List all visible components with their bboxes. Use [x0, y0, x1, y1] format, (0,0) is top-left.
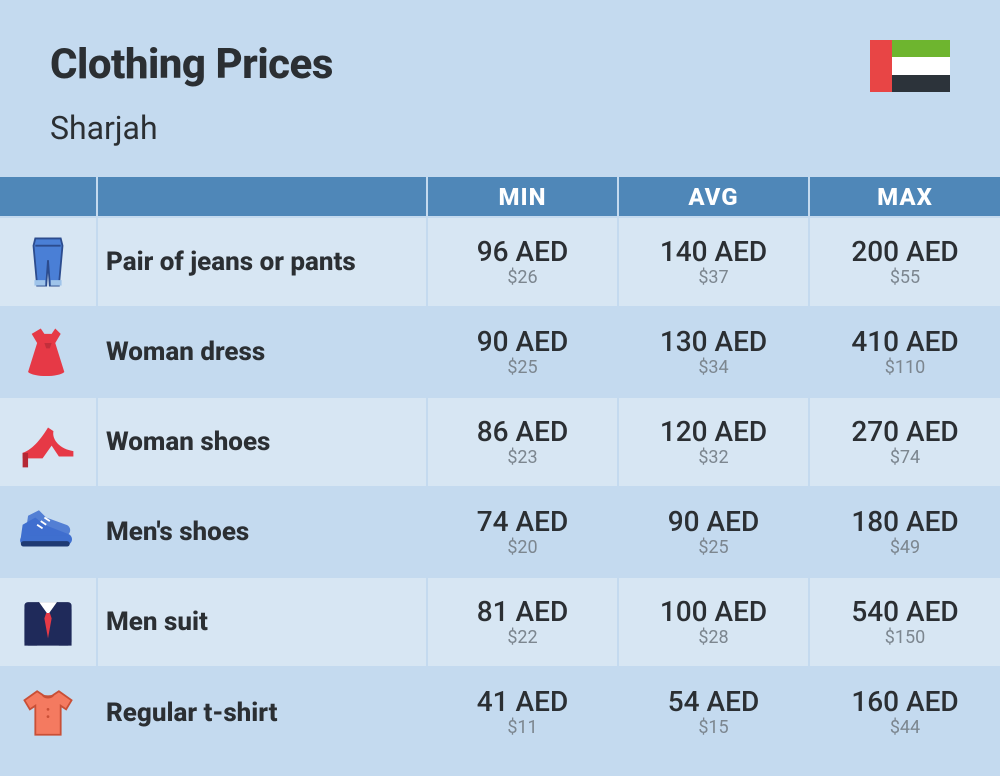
price-cell-min: 86 AED$23: [427, 397, 618, 487]
page-title: Clothing Prices: [50, 40, 333, 89]
row-icon-cell: [0, 307, 97, 397]
price-usd: $23: [428, 448, 617, 469]
price-cell-avg: 54 AED$15: [618, 667, 809, 757]
header-min: MIN: [427, 177, 618, 217]
header-avg: AVG: [618, 177, 809, 217]
price-cell-avg: 130 AED$34: [618, 307, 809, 397]
price-cell-max: 410 AED$110: [809, 307, 1000, 397]
table-row: Pair of jeans or pants96 AED$26140 AED$3…: [0, 217, 1000, 307]
header-titles: Clothing Prices Sharjah: [50, 40, 333, 147]
row-label: Woman shoes: [97, 397, 427, 487]
price-aed: 96 AED: [428, 236, 617, 268]
row-label: Men suit: [97, 577, 427, 667]
header-blank-label: [97, 177, 427, 217]
table-row: Men suit81 AED$22100 AED$28540 AED$150: [0, 577, 1000, 667]
price-usd: $150: [810, 628, 1000, 649]
price-cell-max: 270 AED$74: [809, 397, 1000, 487]
price-aed: 130 AED: [619, 326, 808, 358]
header-max: MAX: [809, 177, 1000, 217]
dress-icon: [19, 323, 77, 381]
price-aed: 90 AED: [428, 326, 617, 358]
price-cell-max: 160 AED$44: [809, 667, 1000, 757]
price-cell-min: 41 AED$11: [427, 667, 618, 757]
jeans-icon: [19, 233, 77, 291]
price-cell-min: 81 AED$22: [427, 577, 618, 667]
price-aed: 120 AED: [619, 416, 808, 448]
price-usd: $44: [810, 718, 1000, 739]
price-usd: $49: [810, 538, 1000, 559]
price-cell-avg: 100 AED$28: [618, 577, 809, 667]
price-cell-min: 74 AED$20: [427, 487, 618, 577]
price-usd: $37: [619, 268, 808, 289]
price-usd: $15: [619, 718, 808, 739]
price-usd: $55: [810, 268, 1000, 289]
tshirt-icon: [19, 684, 77, 742]
uae-flag-icon: [870, 40, 950, 92]
price-aed: 54 AED: [619, 686, 808, 718]
price-usd: $20: [428, 538, 617, 559]
price-aed: 410 AED: [810, 326, 1000, 358]
price-cell-avg: 120 AED$32: [618, 397, 809, 487]
price-aed: 41 AED: [428, 686, 617, 718]
price-usd: $110: [810, 358, 1000, 379]
page-subtitle: Sharjah: [50, 109, 333, 147]
row-icon-cell: [0, 397, 97, 487]
price-cell-max: 180 AED$49: [809, 487, 1000, 577]
price-usd: $28: [619, 628, 808, 649]
row-label: Men's shoes: [97, 487, 427, 577]
price-usd: $32: [619, 448, 808, 469]
price-cell-avg: 140 AED$37: [618, 217, 809, 307]
price-aed: 86 AED: [428, 416, 617, 448]
price-cell-avg: 90 AED$25: [618, 487, 809, 577]
table-row: Regular t-shirt41 AED$1154 AED$15160 AED…: [0, 667, 1000, 757]
row-icon-cell: [0, 487, 97, 577]
heel-icon: [19, 413, 77, 471]
table-row: Woman shoes86 AED$23120 AED$32270 AED$74: [0, 397, 1000, 487]
price-aed: 270 AED: [810, 416, 1000, 448]
price-aed: 81 AED: [428, 596, 617, 628]
row-icon-cell: [0, 217, 97, 307]
price-cell-max: 540 AED$150: [809, 577, 1000, 667]
table-row: Men's shoes74 AED$2090 AED$25180 AED$49: [0, 487, 1000, 577]
header: Clothing Prices Sharjah: [0, 0, 1000, 177]
price-usd: $25: [619, 538, 808, 559]
price-aed: 200 AED: [810, 236, 1000, 268]
price-cell-min: 96 AED$26: [427, 217, 618, 307]
row-icon-cell: [0, 667, 97, 757]
price-usd: $74: [810, 448, 1000, 469]
price-aed: 180 AED: [810, 506, 1000, 538]
table-row: Woman dress90 AED$25130 AED$34410 AED$11…: [0, 307, 1000, 397]
suit-icon: [19, 593, 77, 651]
price-aed: 74 AED: [428, 506, 617, 538]
price-usd: $26: [428, 268, 617, 289]
price-cell-min: 90 AED$25: [427, 307, 618, 397]
price-aed: 540 AED: [810, 596, 1000, 628]
price-aed: 140 AED: [619, 236, 808, 268]
header-blank-icon: [0, 177, 97, 217]
price-aed: 90 AED: [619, 506, 808, 538]
row-label: Regular t-shirt: [97, 667, 427, 757]
sneaker-icon: [19, 503, 77, 561]
price-usd: $22: [428, 628, 617, 649]
price-aed: 160 AED: [810, 686, 1000, 718]
table-header-row: MIN AVG MAX: [0, 177, 1000, 217]
row-icon-cell: [0, 577, 97, 667]
price-cell-max: 200 AED$55: [809, 217, 1000, 307]
price-usd: $11: [428, 718, 617, 739]
row-label: Pair of jeans or pants: [97, 217, 427, 307]
price-usd: $25: [428, 358, 617, 379]
price-usd: $34: [619, 358, 808, 379]
row-label: Woman dress: [97, 307, 427, 397]
price-aed: 100 AED: [619, 596, 808, 628]
price-table: MIN AVG MAX Pair of jeans or pants96 AED…: [0, 177, 1000, 757]
